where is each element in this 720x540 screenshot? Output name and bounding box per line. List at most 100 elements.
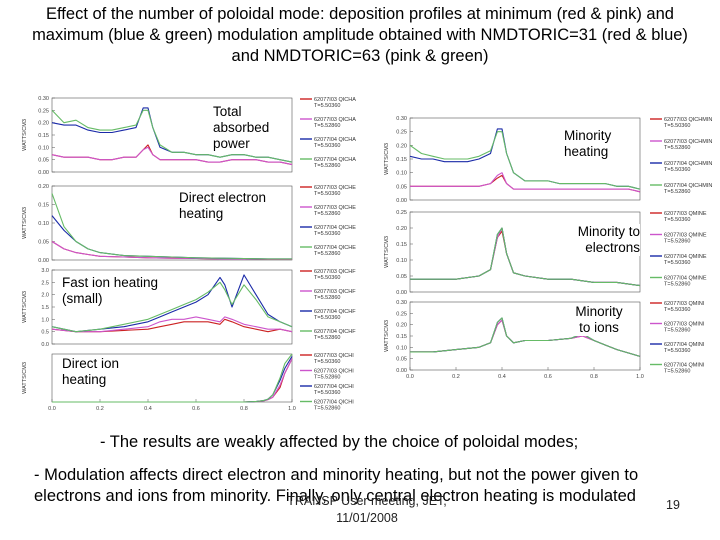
- footer-line-2: 11/01/2008: [336, 511, 398, 525]
- y-tick-label: 0.05: [38, 240, 49, 246]
- legend-entry: 62077I03 QICHA: [314, 97, 356, 103]
- legend-entry: 62077I04 QICHA: [314, 157, 356, 163]
- y-tick-label: 2.0: [41, 293, 49, 299]
- series-line-pink: [410, 172, 641, 193]
- legend-entry: 62077I04 QICHE: [314, 245, 356, 251]
- legend-entry: 62077I03 QICHMIN: [664, 117, 712, 123]
- legend-time: T=5.50360: [664, 348, 690, 354]
- y-axis-label: WATTS/CM3: [22, 207, 28, 239]
- x-tick-label: 0.0: [406, 374, 414, 380]
- bullet-weakly-affected: - The results are weakly affected by the…: [100, 433, 579, 451]
- x-tick-label: 1.0: [288, 406, 296, 412]
- y-tick-label: 3.0: [41, 268, 49, 274]
- label-direct-electron-heating: Direct electron heating: [179, 190, 283, 222]
- y-tick-label: 0.05: [396, 357, 407, 363]
- legend-entry: 62077I03 QICHE: [314, 185, 356, 191]
- legend-time: T=5.52860: [664, 189, 690, 195]
- y-axis-label: WATTS/CM3: [384, 320, 390, 352]
- chart-total-absorbed-power: WATTS/CM3 0.30 0.25 0.20 0.15 0.10 0.05 0.00 620…: [22, 96, 356, 176]
- y-tick-label: 2.5: [41, 280, 49, 286]
- legend-entry: 62077I03 QICHE: [314, 205, 356, 211]
- y-tick-label: 0.05: [396, 274, 407, 280]
- legend-entry: 62077I04 QMINI: [664, 363, 705, 369]
- x-tick-label: 1.0: [636, 374, 644, 380]
- series-line-green: [51, 109, 293, 163]
- y-tick-label: 0.30: [38, 96, 49, 102]
- label-fast-ion-heating: Fast ion heating (small): [62, 275, 166, 307]
- series-line-pink: [51, 316, 293, 333]
- chart-direct-electron-heating: WATTS/CM3 0.20 0.15 0.10 0.05 0.00 62077I03 QI…: [22, 184, 356, 264]
- legend-time: T=5.50360: [314, 231, 340, 237]
- label-total-absorbed-power: Total absorbed power: [213, 104, 287, 152]
- y-tick-label: 0.15: [396, 334, 407, 340]
- legend-entry: 62077I03 QICHI: [314, 353, 354, 359]
- x-tick-label: 0.0: [48, 406, 56, 412]
- x-tick-label: 0.4: [498, 374, 506, 380]
- y-axis-label: WATTS/CM3: [384, 236, 390, 268]
- x-tick-label: 0.2: [96, 406, 104, 412]
- x-tick-label: 0.8: [590, 374, 598, 380]
- y-tick-label: 1.0: [41, 317, 49, 323]
- x-tick-label: 0.4: [144, 406, 152, 412]
- y-tick-label: 0.20: [38, 184, 49, 190]
- panel-minority-heating: WATTS/CM3 0.30 0.25 0.20 0.15 0.10 0.05 0.00 620…: [382, 112, 717, 204]
- legend-entry: 62077I04 QICHA: [314, 137, 356, 143]
- y-tick-label: 0.20: [396, 323, 407, 329]
- x-tick-label: 0.2: [452, 374, 460, 380]
- x-tick-label: 0.8: [240, 406, 248, 412]
- series-line-pink: [51, 146, 293, 166]
- y-tick-label: 0.10: [38, 221, 49, 227]
- legend-entry: 62077I04 QICHF: [314, 309, 356, 315]
- chart-minority-to-ions: WATTS/CM3 0.30 0.25 0.20 0.15 0.10 0.05 0.000.0…: [384, 300, 705, 380]
- legend-time: T=5.50360: [664, 260, 690, 266]
- legend-entry: 62077I03 QMINI: [664, 322, 705, 328]
- chart-fast-ion-heating: WATTS/CM3 3.0 2.5 2.0 1.5 1.0 0.5 0.0 62077I03 Q…: [22, 268, 356, 348]
- legend-time: T=5.52860: [664, 145, 690, 151]
- legend-entry: 62077I04 QICHMIN: [664, 183, 712, 189]
- legend-time: T=5.52860: [314, 211, 340, 217]
- legend-time: T=5.50360: [664, 307, 690, 313]
- legend-entry: 62077I03 QICHF: [314, 289, 356, 295]
- y-tick-label: 0.30: [396, 300, 407, 306]
- series-line-green: [409, 131, 641, 190]
- legend-time: T=5.52860: [314, 295, 340, 301]
- series-line-green: [410, 317, 641, 357]
- chart-minority-to-electrons: WATTS/CM3 0.25 0.20 0.15 0.10 0.05 0.00 62077I0…: [384, 210, 707, 296]
- y-tick-label: 1.5: [41, 305, 49, 311]
- y-tick-label: 0.15: [38, 203, 49, 209]
- legend-entry: 62077I04 QMINE: [664, 254, 707, 260]
- panel-minority-to-ions: WATTS/CM3 0.30 0.25 0.20 0.15 0.10 0.05 0.00 0.0…: [382, 296, 717, 382]
- y-tick-label: 0.00: [396, 290, 407, 296]
- bullet-modulation-effects: - Modulation affects direct electron and…: [34, 466, 639, 505]
- series-line-green: [52, 353, 293, 403]
- y-tick-label: 0.15: [396, 242, 407, 248]
- legend-time: T=5.52860: [664, 239, 690, 245]
- legend-entry: 62077I03 QMINE: [664, 233, 707, 239]
- footer: TRANSP User meeting, JET, 11/01/2008: [282, 493, 452, 527]
- label-minority-to-ions: Minority to ions: [568, 304, 630, 336]
- y-tick-label: 0.15: [396, 157, 407, 163]
- series-line-green: [51, 281, 293, 333]
- series-line-red: [51, 318, 293, 333]
- legend-entry: 62077I03 QICHMIN: [664, 139, 712, 145]
- legend-entry: 62077I04 QMINI: [664, 342, 705, 348]
- y-tick-label: 0.25: [396, 311, 407, 317]
- panel-total-absorbed-power: WATTS/CM3 0.30 0.25 0.20 0.15 0.10 0.05 0.00 620…: [20, 92, 360, 176]
- y-tick-label: 0.30: [396, 116, 407, 122]
- panel-fast-ion-heating: WATTS/CM3 3.0 2.5 2.0 1.5 1.0 0.5 0.0 62077I03 Q…: [20, 264, 360, 348]
- y-tick-label: 0.25: [38, 108, 49, 114]
- legend-entry: 62077I03 QMINE: [664, 211, 707, 217]
- legend-time: T=5.50360: [314, 191, 340, 197]
- legend-time: T=5.50360: [314, 143, 340, 149]
- legend-entry: 62077I04 QMINE: [664, 276, 707, 282]
- label-direct-ion-heating: Direct ion heating: [62, 356, 124, 388]
- legend-entry: 62077I03 QICHA: [314, 117, 356, 123]
- footer-line-1: TRANSP User meeting, JET,: [287, 494, 447, 508]
- series-line-green: [410, 227, 641, 287]
- y-tick-label: 0.0: [41, 342, 49, 348]
- legend-time: T=5.52860: [314, 375, 340, 381]
- chart-minority-heating: WATTS/CM3 0.30 0.25 0.20 0.15 0.10 0.05 0.00 620…: [384, 116, 712, 204]
- legend-time: T=5.52860: [664, 282, 690, 288]
- y-tick-label: 0.10: [396, 345, 407, 351]
- y-axis-label: WATTS/CM3: [384, 143, 390, 175]
